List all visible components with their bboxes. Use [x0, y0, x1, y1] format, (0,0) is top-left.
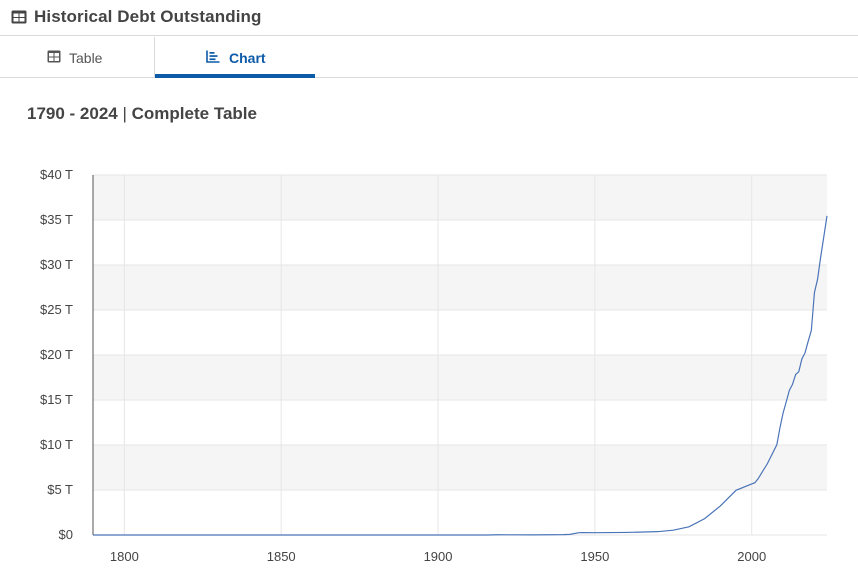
y-tick-label: $25 T: [40, 302, 73, 317]
y-tick-label: $35 T: [40, 212, 73, 227]
series-line-debt: [93, 215, 828, 536]
separator: |: [122, 104, 127, 123]
page-header: Historical Debt Outstanding: [0, 0, 858, 36]
view-tabs: Table Chart: [0, 37, 858, 78]
plot-band: [93, 265, 827, 310]
x-axis-ticks: 1800 1850 1900 1950 2000: [110, 549, 766, 564]
debt-line-chart: $0 $5 T $10 T $15 T $20 T $25 T $30 T $35 T $40 …: [40, 167, 828, 564]
page-title: Historical Debt Outstanding: [34, 7, 262, 26]
y-tick-label: $15 T: [40, 392, 73, 407]
table-range-title: 1790 - 2024 | Complete Table: [27, 104, 257, 124]
tab-table[interactable]: Table: [0, 37, 155, 77]
chart-icon: [206, 50, 220, 63]
y-tick-label: $10 T: [40, 437, 73, 452]
tab-table-label: Table: [69, 50, 103, 66]
plot-band: [93, 175, 827, 220]
grid-lines: [93, 174, 827, 536]
x-tick-label: 1800: [110, 549, 139, 564]
plot-band: [93, 445, 827, 490]
table-icon: [11, 10, 27, 24]
tab-chart[interactable]: Chart: [155, 37, 315, 78]
table-icon: [47, 50, 61, 63]
x-tick-label: 2000: [737, 549, 766, 564]
y-tick-label: $40 T: [40, 167, 73, 182]
y-tick-label: $20 T: [40, 347, 73, 362]
x-tick-label: 1950: [580, 549, 609, 564]
y-tick-label: $5 T: [47, 482, 73, 497]
x-tick-label: 1850: [267, 549, 296, 564]
x-tick-label: 1900: [424, 549, 453, 564]
y-axis-ticks: $0 $5 T $10 T $15 T $20 T $25 T $30 T $35 T $40 …: [40, 167, 73, 542]
y-tick-label: $0: [59, 527, 73, 542]
tab-chart-label: Chart: [229, 50, 266, 66]
range-label: 1790 - 2024: [27, 104, 118, 123]
y-tick-label: $30 T: [40, 257, 73, 272]
plot-band: [93, 355, 827, 400]
plot-bands: [93, 175, 827, 490]
complete-table-label: Complete Table: [131, 104, 257, 123]
